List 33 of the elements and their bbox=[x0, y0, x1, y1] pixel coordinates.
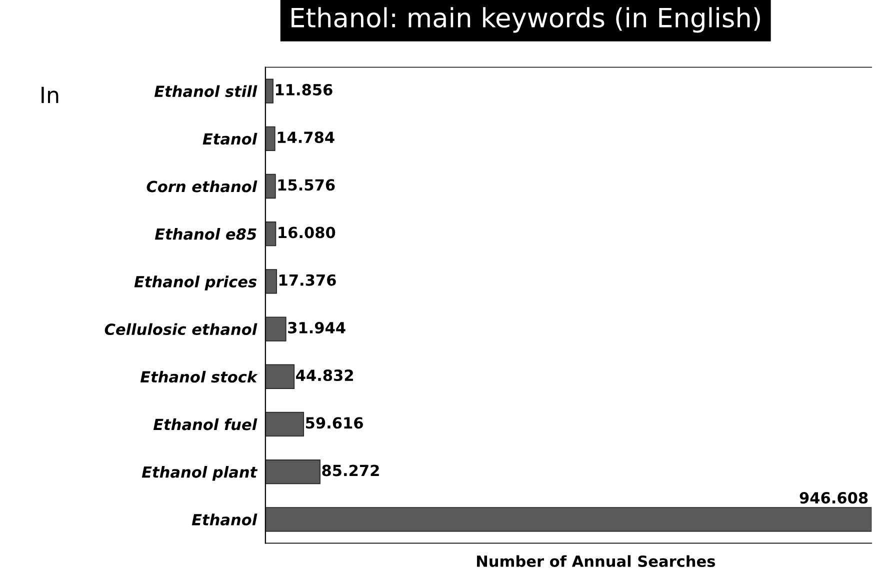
y-tick-label: Ethanol plant bbox=[142, 466, 258, 481]
y-tick-label: Ethanol stock bbox=[140, 370, 258, 383]
data-label: 15.576 bbox=[278, 179, 335, 191]
data-label: 946.608 bbox=[800, 492, 868, 504]
y-tick-label: Ethanol still bbox=[154, 85, 258, 98]
bar bbox=[265, 364, 295, 389]
data-label: 14.784 bbox=[278, 132, 334, 144]
y-tick-label: Ethanol fuel bbox=[153, 418, 258, 430]
bar bbox=[265, 174, 276, 199]
y-tick-label: Ethanol e85 bbox=[154, 228, 256, 240]
bar bbox=[265, 316, 286, 342]
data-label: 31.944 bbox=[288, 322, 346, 334]
y-tick-label: Ethanol prices bbox=[134, 276, 257, 290]
y-tick-label: Cellulosic ethanol bbox=[104, 323, 258, 336]
data-label: 11.856 bbox=[276, 84, 332, 96]
bar bbox=[265, 78, 274, 104]
x-axis-title: Number of Annual Searches bbox=[477, 555, 716, 568]
data-label: 44.832 bbox=[296, 370, 353, 382]
bar bbox=[265, 507, 872, 532]
bar bbox=[265, 412, 304, 437]
bar bbox=[265, 222, 276, 246]
data-label: 85.272 bbox=[322, 464, 379, 476]
data-label: 17.376 bbox=[279, 274, 336, 286]
y-tick-label: Ethanol bbox=[192, 514, 258, 526]
bar bbox=[265, 460, 320, 484]
data-label: 59.616 bbox=[306, 417, 363, 429]
chart-title: Ethanol: main keywords (in English) bbox=[292, 7, 760, 33]
data-label: 16.080 bbox=[278, 226, 336, 238]
bar bbox=[265, 269, 277, 294]
y-tick-label: Corn ethanol bbox=[146, 180, 258, 192]
y-tick-label: Etanol bbox=[202, 132, 258, 145]
bar bbox=[265, 126, 276, 151]
text: In bbox=[42, 86, 58, 104]
